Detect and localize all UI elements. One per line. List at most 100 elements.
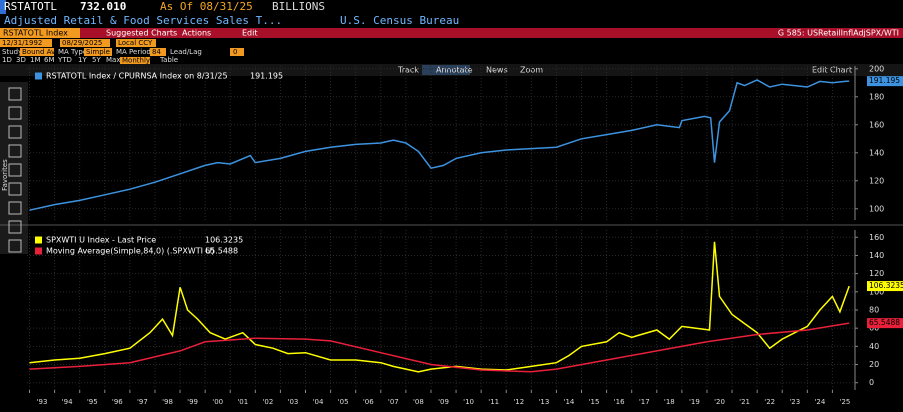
tool-icon[interactable] bbox=[8, 87, 22, 101]
tool-icon[interactable] bbox=[8, 201, 22, 215]
x-tick-label: '18 bbox=[664, 398, 675, 406]
menu-item[interactable]: Actions bbox=[182, 29, 211, 38]
legend-swatch bbox=[35, 236, 42, 244]
ticker: RSTATOTL bbox=[4, 0, 57, 13]
lead-lag-label: Lead/Lag bbox=[170, 48, 202, 56]
x-tick-label: '21 bbox=[739, 398, 750, 406]
currency[interactable]: Local CCY bbox=[118, 39, 153, 47]
y-tick-label: 120 bbox=[869, 176, 884, 185]
y-tick-label: 120 bbox=[869, 269, 884, 278]
period-button[interactable]: 6M bbox=[44, 56, 55, 64]
legend-swatch bbox=[35, 72, 42, 80]
x-tick-label: '93 bbox=[37, 398, 48, 406]
x-tick-label: '97 bbox=[137, 398, 148, 406]
period-button[interactable]: 3D bbox=[16, 56, 26, 64]
tool-icon[interactable] bbox=[8, 106, 22, 120]
x-tick-label: '15 bbox=[589, 398, 600, 406]
series-line bbox=[29, 322, 850, 373]
x-tick-label: '05 bbox=[338, 398, 349, 406]
x-tick-label: '95 bbox=[87, 398, 98, 406]
legend-value: 191.195 bbox=[250, 72, 283, 81]
x-tick-label: '94 bbox=[62, 398, 73, 406]
favorites[interactable]: Favorites bbox=[1, 159, 9, 191]
tool-icon[interactable] bbox=[8, 163, 22, 177]
ma-type[interactable]: Simple bbox=[86, 48, 110, 56]
menu-item[interactable]: Suggested Charts bbox=[106, 29, 177, 38]
legend-label: Moving Average(Simple,84,0) (.SPXWTI U) bbox=[46, 247, 214, 256]
lead-lag[interactable]: 0 bbox=[233, 48, 237, 56]
period-button[interactable]: 1Y bbox=[78, 56, 87, 64]
y-tick-label: 160 bbox=[869, 120, 884, 129]
ma-period-box[interactable] bbox=[150, 48, 166, 56]
units: BILLIONS bbox=[272, 0, 325, 13]
tool-icon[interactable] bbox=[8, 125, 22, 139]
lead-lag-box[interactable] bbox=[230, 48, 244, 56]
x-tick-label: '96 bbox=[112, 398, 123, 406]
x-tick-label: '13 bbox=[538, 398, 549, 406]
x-tick-label: '02 bbox=[262, 398, 273, 406]
x-tick-label: '23 bbox=[789, 398, 800, 406]
x-tick-label: '24 bbox=[814, 398, 825, 406]
tool-button[interactable]: News bbox=[486, 66, 508, 75]
frequency-box[interactable] bbox=[120, 57, 150, 64]
y-tick-label: 60 bbox=[869, 324, 879, 333]
last-value-box bbox=[867, 281, 903, 292]
currency-box[interactable] bbox=[116, 39, 156, 47]
y-tick-label: 140 bbox=[869, 148, 884, 157]
y-tick-label: 20 bbox=[869, 360, 879, 369]
x-tick-label: '00 bbox=[212, 398, 223, 406]
ma-type-box[interactable] bbox=[84, 48, 112, 56]
study-label: Study bbox=[2, 48, 22, 56]
y-tick-label: 140 bbox=[869, 251, 884, 260]
last-value-label: 65.5488 bbox=[869, 318, 900, 327]
x-tick-label: '04 bbox=[313, 398, 324, 406]
x-tick-label: '98 bbox=[162, 398, 173, 406]
legend-value: 65.5488 bbox=[205, 247, 238, 256]
period-button[interactable]: 1D bbox=[2, 56, 12, 64]
period-button[interactable]: YTD bbox=[57, 56, 72, 64]
x-tick-label: '16 bbox=[614, 398, 625, 406]
y-tick-label: 200 bbox=[869, 64, 884, 73]
frequency[interactable]: Monthly bbox=[122, 57, 150, 65]
tool-active[interactable] bbox=[422, 65, 470, 75]
y-tick-label: 40 bbox=[869, 342, 879, 351]
table-button[interactable]: Table bbox=[159, 56, 178, 64]
x-tick-label: '12 bbox=[513, 398, 524, 406]
legend-value: 106.3235 bbox=[205, 236, 243, 245]
x-tick-label: '01 bbox=[237, 398, 248, 406]
date-box[interactable] bbox=[60, 39, 110, 47]
tool-icon[interactable] bbox=[8, 144, 22, 158]
x-tick-label: '22 bbox=[764, 398, 775, 406]
y-tick-label: 160 bbox=[869, 233, 884, 242]
security-box[interactable] bbox=[0, 28, 80, 38]
tool-icon[interactable] bbox=[8, 239, 22, 253]
legend-label: RSTATOTL Index / CPURNSA Index on 8/31/2… bbox=[46, 72, 228, 81]
tool-icon[interactable] bbox=[8, 220, 22, 234]
y-tick-label: 100 bbox=[869, 287, 884, 296]
x-tick-label: '06 bbox=[363, 398, 374, 406]
period-button[interactable]: 1M bbox=[30, 56, 41, 64]
study[interactable]: Bound Avg bbox=[22, 48, 60, 56]
tool-button[interactable]: Track bbox=[397, 66, 419, 75]
study-box[interactable] bbox=[20, 48, 54, 56]
period-button[interactable]: Max bbox=[106, 56, 120, 64]
y-tick-label: 100 bbox=[869, 204, 884, 213]
x-tick-label: '10 bbox=[463, 398, 474, 406]
x-tick-label: '09 bbox=[438, 398, 449, 406]
security[interactable]: RSTATOTL Index bbox=[3, 29, 68, 38]
chart-name: G 585: USRetailInflAdjSPX/WTI bbox=[778, 29, 899, 38]
tool-button[interactable]: Annotate bbox=[436, 66, 473, 75]
x-tick-label: '99 bbox=[187, 398, 198, 406]
price: 732.010 bbox=[80, 0, 126, 13]
ma-period[interactable]: 84 bbox=[152, 48, 161, 56]
as-of: As Of 08/31/25 bbox=[160, 0, 253, 13]
series-line bbox=[29, 241, 850, 373]
menu-item[interactable]: Edit bbox=[242, 29, 258, 38]
start-date[interactable]: 12/31/1992 bbox=[2, 39, 42, 47]
tool-icon[interactable] bbox=[8, 182, 22, 196]
description: Adjusted Retail & Food Services Sales T.… bbox=[4, 14, 282, 27]
end-date[interactable]: 08/29/2025 bbox=[62, 39, 102, 47]
y-tick-label: 80 bbox=[869, 306, 879, 315]
period-button[interactable]: 5Y bbox=[92, 56, 101, 64]
date-box[interactable] bbox=[0, 39, 52, 47]
